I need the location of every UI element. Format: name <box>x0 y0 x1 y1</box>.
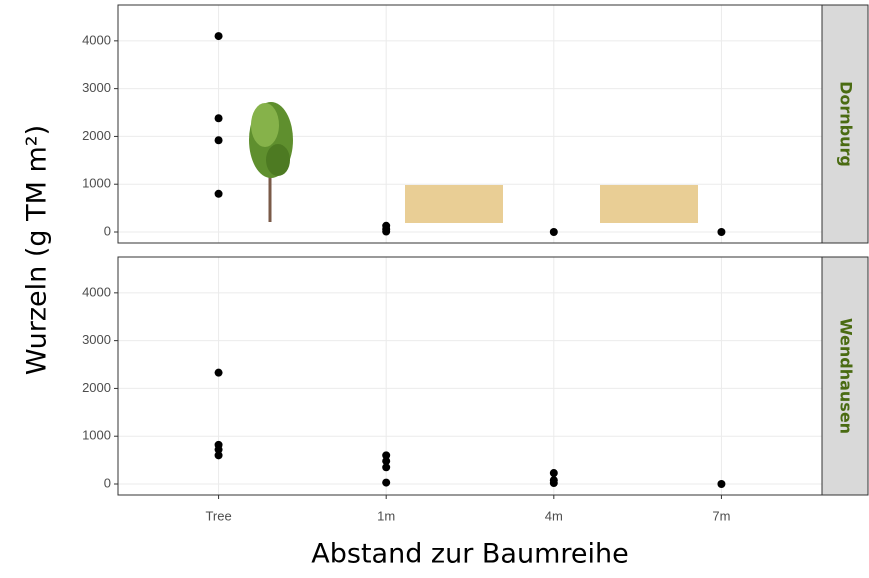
point <box>382 463 390 471</box>
y-tick-label: 2000 <box>82 380 111 395</box>
point <box>215 32 223 40</box>
x-tick-label: 7m <box>712 508 730 523</box>
x-axis-title: Abstand zur Baumreihe <box>311 539 628 570</box>
x-tick-label: 4m <box>545 508 563 523</box>
point <box>717 228 725 236</box>
chart: 0 1000 2000 3000 4000 Dornburg 0 1000 2000 3000 40… <box>0 0 869 578</box>
y-tick-label: 3000 <box>82 80 111 95</box>
y-tick-label: 0 <box>104 223 111 238</box>
strip-label: Dornburg <box>837 81 856 167</box>
point <box>550 479 558 487</box>
x-tick-label: Tree <box>205 508 231 523</box>
y-tick-label: 1000 <box>82 428 111 443</box>
point <box>215 136 223 144</box>
point <box>550 469 558 477</box>
y-axis-title: Wurzeln (g TM m²) <box>22 125 53 375</box>
y-tick-label: 4000 <box>82 32 111 47</box>
y-tick-label: 0 <box>104 475 111 490</box>
point <box>215 369 223 377</box>
point <box>215 190 223 198</box>
plot-area: 0 1000 2000 3000 4000 Dornburg 0 1000 2000 3000 40… <box>82 5 868 523</box>
point <box>717 480 725 488</box>
y-tick-label: 3000 <box>82 332 111 347</box>
y-tick-label: 2000 <box>82 128 111 143</box>
point <box>215 451 223 459</box>
point <box>382 228 390 236</box>
x-tick-label: 1m <box>377 508 395 523</box>
y-tick-label: 4000 <box>82 284 111 299</box>
strip-label: Wendhausen <box>837 318 856 434</box>
point <box>550 228 558 236</box>
y-tick-label: 1000 <box>82 176 111 191</box>
point <box>382 479 390 487</box>
point <box>215 114 223 122</box>
